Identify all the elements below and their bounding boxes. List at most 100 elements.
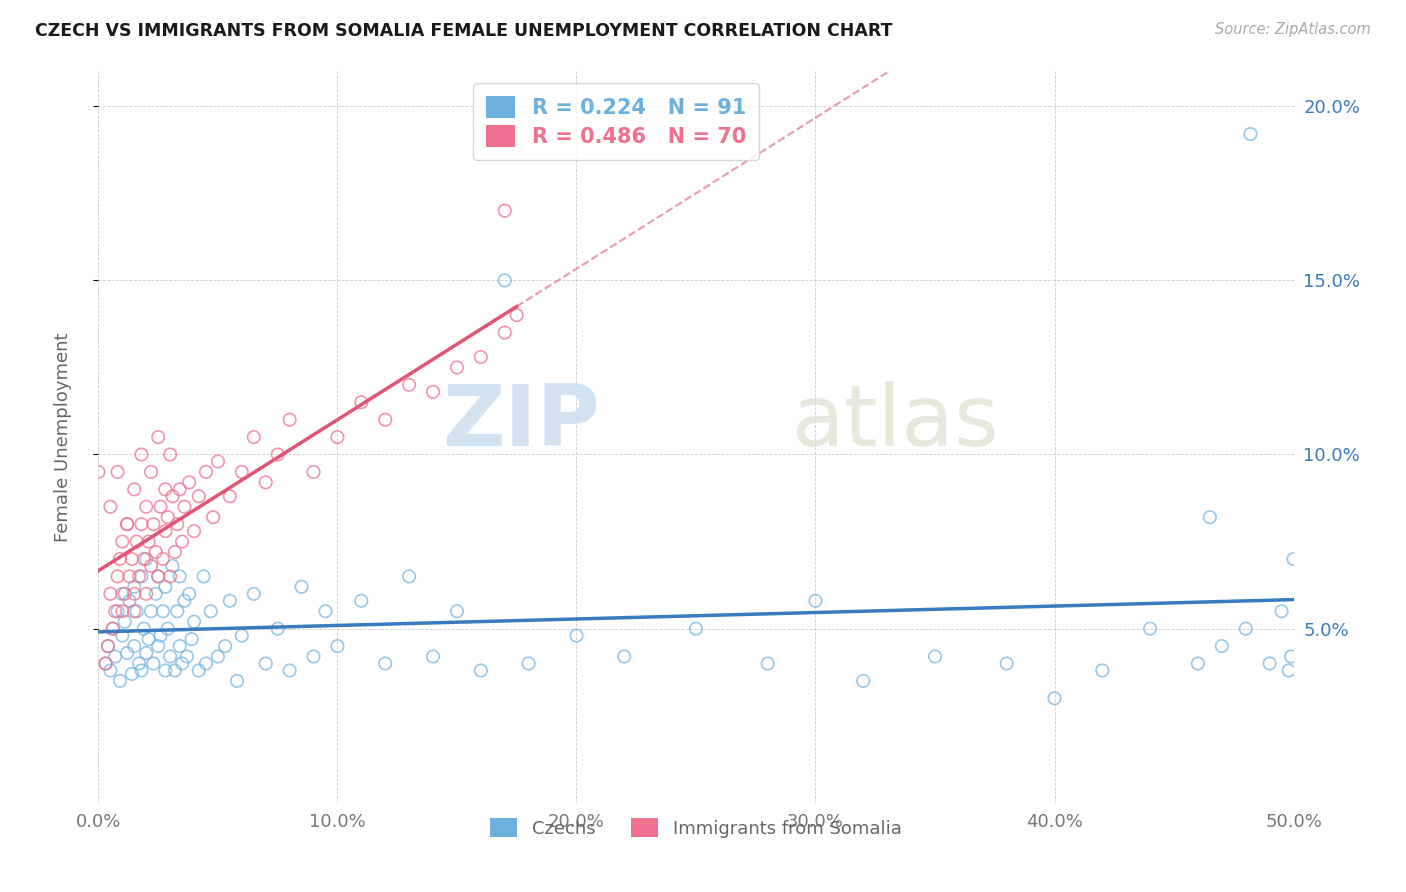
- Point: [173, 594, 195, 608]
- Point: [685, 622, 707, 636]
- Point: [374, 412, 396, 426]
- Point: [101, 622, 124, 636]
- Point: [166, 517, 188, 532]
- Point: [94, 657, 117, 671]
- Point: [163, 664, 186, 678]
- Point: [111, 604, 134, 618]
- Point: [135, 646, 157, 660]
- Point: [131, 517, 153, 532]
- Point: [148, 639, 170, 653]
- Point: [107, 465, 129, 479]
- Point: [169, 483, 191, 497]
- Point: [243, 430, 266, 444]
- Point: [183, 524, 205, 538]
- Point: [226, 673, 249, 688]
- Point: [104, 649, 127, 664]
- Point: [207, 649, 229, 664]
- Text: ZIP: ZIP: [443, 381, 600, 464]
- Point: [87, 465, 110, 479]
- Point: [179, 587, 201, 601]
- Point: [138, 534, 160, 549]
- Point: [494, 203, 516, 218]
- Point: [114, 615, 136, 629]
- Point: [398, 377, 420, 392]
- Point: [148, 430, 170, 444]
- Point: [326, 430, 349, 444]
- Point: [187, 489, 209, 503]
- Point: [135, 587, 157, 601]
- Point: [131, 448, 153, 462]
- Point: [176, 649, 198, 664]
- Point: [195, 465, 218, 479]
- Point: [135, 500, 157, 514]
- Point: [169, 569, 191, 583]
- Point: [125, 534, 148, 549]
- Point: [924, 649, 946, 664]
- Point: [254, 657, 277, 671]
- Text: atlas: atlas: [792, 381, 1000, 464]
- Point: [1199, 510, 1222, 524]
- Point: [149, 629, 172, 643]
- Text: CZECH VS IMMIGRANTS FROM SOMALIA FEMALE UNEMPLOYMENT CORRELATION CHART: CZECH VS IMMIGRANTS FROM SOMALIA FEMALE …: [35, 22, 893, 40]
- Point: [326, 639, 349, 653]
- Point: [1043, 691, 1066, 706]
- Point: [1271, 604, 1294, 618]
- Point: [446, 604, 468, 618]
- Point: [1282, 552, 1305, 566]
- Point: [470, 350, 492, 364]
- Point: [98, 500, 122, 514]
- Point: [131, 569, 153, 583]
- Legend: Czechs, Immigrants from Somalia: Czechs, Immigrants from Somalia: [482, 811, 910, 845]
- Point: [1139, 622, 1161, 636]
- Point: [166, 604, 188, 618]
- Point: [180, 632, 202, 646]
- Point: [115, 517, 138, 532]
- Point: [494, 273, 516, 287]
- Point: [98, 664, 122, 678]
- Point: [94, 657, 117, 671]
- Point: [145, 587, 167, 601]
- Point: [104, 604, 127, 618]
- Point: [142, 517, 165, 532]
- Point: [115, 517, 138, 532]
- Point: [254, 475, 277, 490]
- Point: [183, 615, 205, 629]
- Point: [422, 384, 444, 399]
- Point: [118, 569, 141, 583]
- Point: [214, 639, 236, 653]
- Point: [169, 639, 191, 653]
- Point: [172, 657, 194, 671]
- Point: [1211, 639, 1233, 653]
- Point: [124, 483, 146, 497]
- Point: [173, 500, 195, 514]
- Point: [1187, 657, 1209, 671]
- Point: [613, 649, 636, 664]
- Point: [159, 569, 181, 583]
- Point: [111, 534, 134, 549]
- Point: [446, 360, 468, 375]
- Point: [506, 308, 529, 322]
- Point: [139, 604, 162, 618]
- Point: [804, 594, 827, 608]
- Y-axis label: Female Unemployment: Female Unemployment: [53, 333, 72, 541]
- Point: [108, 552, 131, 566]
- Point: [995, 657, 1018, 671]
- Text: Source: ZipAtlas.com: Source: ZipAtlas.com: [1215, 22, 1371, 37]
- Point: [162, 558, 184, 573]
- Point: [315, 604, 337, 618]
- Point: [494, 326, 516, 340]
- Point: [132, 552, 155, 566]
- Point: [565, 629, 588, 643]
- Point: [115, 646, 138, 660]
- Point: [852, 673, 875, 688]
- Point: [207, 454, 229, 468]
- Point: [155, 664, 177, 678]
- Point: [124, 604, 146, 618]
- Point: [202, 510, 225, 524]
- Point: [114, 587, 136, 601]
- Point: [159, 448, 181, 462]
- Point: [128, 569, 150, 583]
- Point: [142, 657, 165, 671]
- Point: [121, 667, 143, 681]
- Point: [231, 629, 253, 643]
